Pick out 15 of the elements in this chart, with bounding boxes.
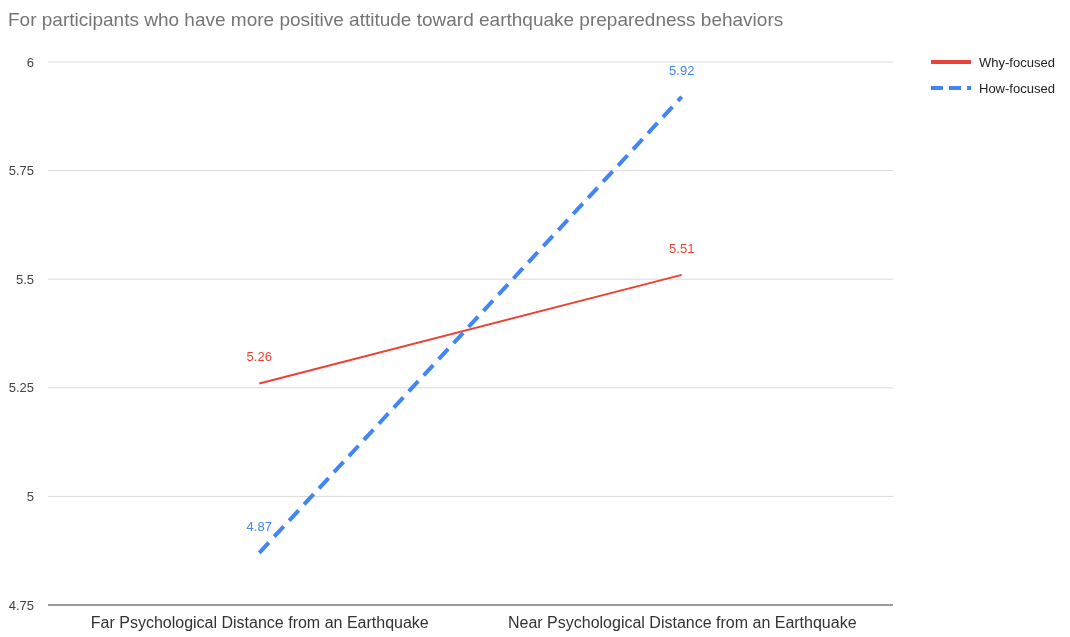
data-label: 5.51 [669,240,695,256]
y-tick-label: 5.5 [15,271,34,287]
x-tick-label: Near Psychological Distance from an Earthquake [507,614,857,632]
data-label: 5.92 [669,62,695,78]
legend-label: How-focused [979,81,1055,96]
y-tick-label: 4.75 [8,597,34,613]
y-tick-label: 6 [26,54,34,70]
data-label: 4.87 [246,518,272,534]
y-tick-label: 5.75 [8,163,34,179]
y-tick-label: 5.25 [8,380,34,396]
legend-label: Why-focused [979,55,1055,70]
y-tick-label: 5 [26,489,34,505]
x-tick-label: Far Psychological Distance from an Earthquake [90,614,429,632]
chart-title: For participants who have more positive attitude toward earthquake preparedness behaviors [8,9,784,30]
data-label: 5.26 [246,349,272,365]
